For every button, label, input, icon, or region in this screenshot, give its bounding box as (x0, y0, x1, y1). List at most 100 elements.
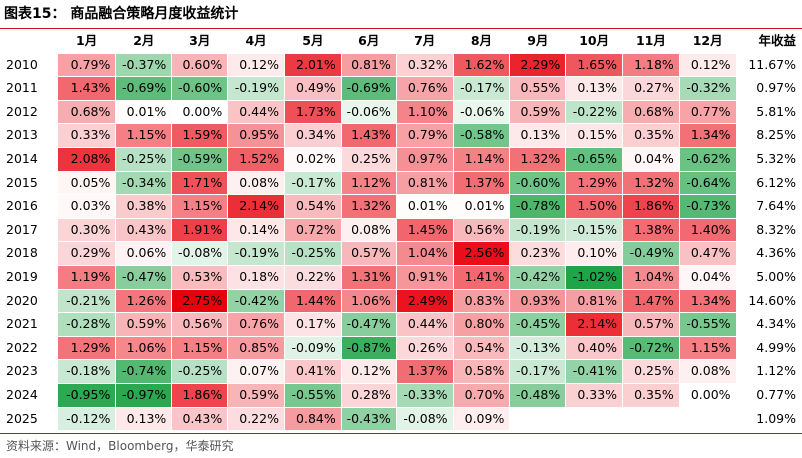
heatmap-cell: -0.62% (678, 146, 737, 172)
heatmap-cell: -0.17% (452, 76, 511, 101)
heatmap-cell: 0.00% (171, 99, 229, 125)
table-row: 2017 0.30% 0.43% 1.91% 0.14% 0.72% 0.08% 1.45% 0… (0, 217, 802, 243)
heatmap-cell: 1.52% (227, 146, 285, 172)
heatmap-cell: 0.05% (56, 170, 117, 196)
year-label: 2014 (6, 150, 38, 166)
table-row: 2015 0.05% -0.34% 1.71% 0.08% -0.17% 1.12% 0.81… (0, 170, 802, 196)
table-row: 2022 1.29% 1.06% 1.15% 0.85% -0.09% -0.87% 0.26… (0, 335, 802, 361)
heatmap-cell: -0.48% (509, 382, 567, 408)
source-note: 资料来源：Wind，Bloomberg，华泰研究 (6, 439, 234, 453)
heatmap-cell: -0.69% (340, 76, 397, 101)
heatmap-cell: 1.19% (56, 264, 117, 290)
heatmap-cell: -0.06% (340, 99, 397, 125)
heatmap-cell: -0.41% (565, 359, 624, 384)
header-month-3: 3月 (189, 33, 211, 48)
heatmap-cell: -0.37% (115, 52, 173, 78)
heatmap-cell: 0.25% (340, 146, 397, 172)
heatmap-cell: 1.91% (171, 217, 229, 243)
table-row: 2025 -0.12% 0.13% 0.43% 0.22% 0.84% -0.43% -0.0… (0, 406, 802, 432)
year-label: 2012 (6, 103, 38, 119)
heatmap-cell: 0.08% (340, 217, 397, 243)
heatmap-cell: 0.43% (171, 406, 229, 432)
heatmap-cell: 0.04% (678, 264, 737, 290)
heatmap-cell: 1.12% (340, 170, 397, 196)
heatmap-cell: 0.83% (452, 288, 511, 314)
heatmap-cell: 0.68% (622, 99, 680, 125)
heatmap-cell: 0.95% (227, 123, 285, 148)
heatmap-cell (565, 406, 624, 432)
heatmap-cell: 2.14% (227, 194, 285, 219)
heatmap-cell: 0.76% (227, 312, 285, 337)
heatmap-cell: 0.10% (565, 241, 624, 266)
heatmap-cell: -0.47% (115, 264, 173, 290)
heatmap-cell: 0.22% (283, 264, 342, 290)
header-month-9: 9月 (527, 33, 549, 48)
heatmap-cell: 0.34% (283, 123, 342, 148)
heatmap-cell: 0.06% (115, 241, 173, 266)
heatmap-cell: -0.19% (227, 76, 285, 101)
heatmap-cell: 0.59% (227, 382, 285, 408)
heatmap-cell: 0.55% (509, 76, 567, 101)
heatmap-cell: -0.72% (622, 335, 680, 361)
heatmap-cell: 2.29% (509, 52, 567, 78)
table-row: 2016 0.03% 0.38% 1.15% 2.14% 0.54% 1.32% 0.01% 0… (0, 194, 802, 219)
heatmap-cell: 1.43% (56, 76, 117, 101)
heatmap-cell: -0.19% (509, 217, 567, 243)
table-row: 2010 0.79% -0.37% 0.60% 0.12% 2.01% 0.81% 0.32%… (0, 52, 802, 78)
heatmap-cell: 1.15% (115, 123, 173, 148)
heatmap-cell: 1.10% (395, 99, 454, 125)
heatmap-cell: 1.32% (340, 194, 397, 219)
heatmap-cell: 1.06% (340, 288, 397, 314)
heatmap-cell: 0.33% (56, 123, 117, 148)
heatmap-cell: 0.85% (227, 335, 285, 361)
heatmap-cell: 0.72% (283, 217, 342, 243)
heatmap-cell: 1.38% (622, 217, 680, 243)
heatmap-cell: 0.56% (171, 312, 229, 337)
year-label: 2023 (6, 363, 38, 379)
heatmap-cell (509, 406, 567, 432)
heatmap-cell: -0.69% (115, 76, 173, 101)
heatmap-cell: 1.62% (452, 52, 511, 78)
heatmap-cell: 0.79% (56, 52, 117, 78)
heatmap-cell: 0.08% (678, 359, 737, 384)
heatmap-cell: 1.43% (340, 123, 397, 148)
heatmap-cell: -0.55% (283, 382, 342, 408)
heatmap-cell: -0.65% (565, 146, 624, 172)
heatmap-cell: 0.35% (622, 382, 680, 408)
heatmap-cell: -0.18% (56, 359, 117, 384)
year-label: 2017 (6, 221, 38, 237)
heatmap-cell: -0.25% (283, 241, 342, 266)
header-month-7: 7月 (414, 33, 436, 48)
annual-return-cell: 6.12% (756, 174, 796, 190)
heatmap-cell: -0.17% (509, 359, 567, 384)
heatmap-cell: 1.40% (678, 217, 737, 243)
heatmap-cell: 1.32% (509, 146, 567, 172)
heatmap-cell: -0.13% (509, 335, 567, 361)
year-label: 2016 (6, 198, 38, 214)
heatmap-cell: 1.15% (678, 335, 737, 361)
annual-return-cell: 0.77% (756, 386, 796, 402)
heatmap-cell: -0.25% (115, 146, 173, 172)
heatmap-cell: 0.81% (565, 288, 624, 314)
heatmap-cell: 1.26% (115, 288, 173, 314)
heatmap-cell: 0.17% (283, 312, 342, 337)
heatmap-cell: -0.09% (283, 335, 342, 361)
heatmap-cell: 1.41% (452, 264, 511, 290)
heatmap-cell: 0.33% (565, 382, 624, 408)
footer-divider (0, 433, 802, 434)
heatmap-cell: 1.04% (622, 264, 680, 290)
table-row: 2023 -0.18% -0.74% -0.25% 0.07% 0.41% 0.12% 1.3… (0, 359, 802, 384)
heatmap-cell: -0.78% (509, 194, 567, 219)
heatmap-cell: 2.49% (395, 288, 454, 314)
header-month-12: 12月 (692, 33, 723, 48)
heatmap-cell: 0.70% (452, 382, 511, 408)
heatmap-cell: 0.60% (171, 52, 229, 78)
header-month-11: 11月 (635, 33, 666, 48)
annual-return-cell: 8.32% (756, 221, 796, 237)
title-divider (0, 28, 802, 29)
heatmap-cell: 0.15% (565, 123, 624, 148)
heatmap-cell: 1.29% (565, 170, 624, 196)
heatmap-cell: 0.28% (340, 382, 397, 408)
heatmap-cell: 2.08% (56, 146, 117, 172)
table-row: 2019 1.19% -0.47% 0.53% 0.18% 0.22% 1.31% 0.91%… (0, 264, 802, 290)
